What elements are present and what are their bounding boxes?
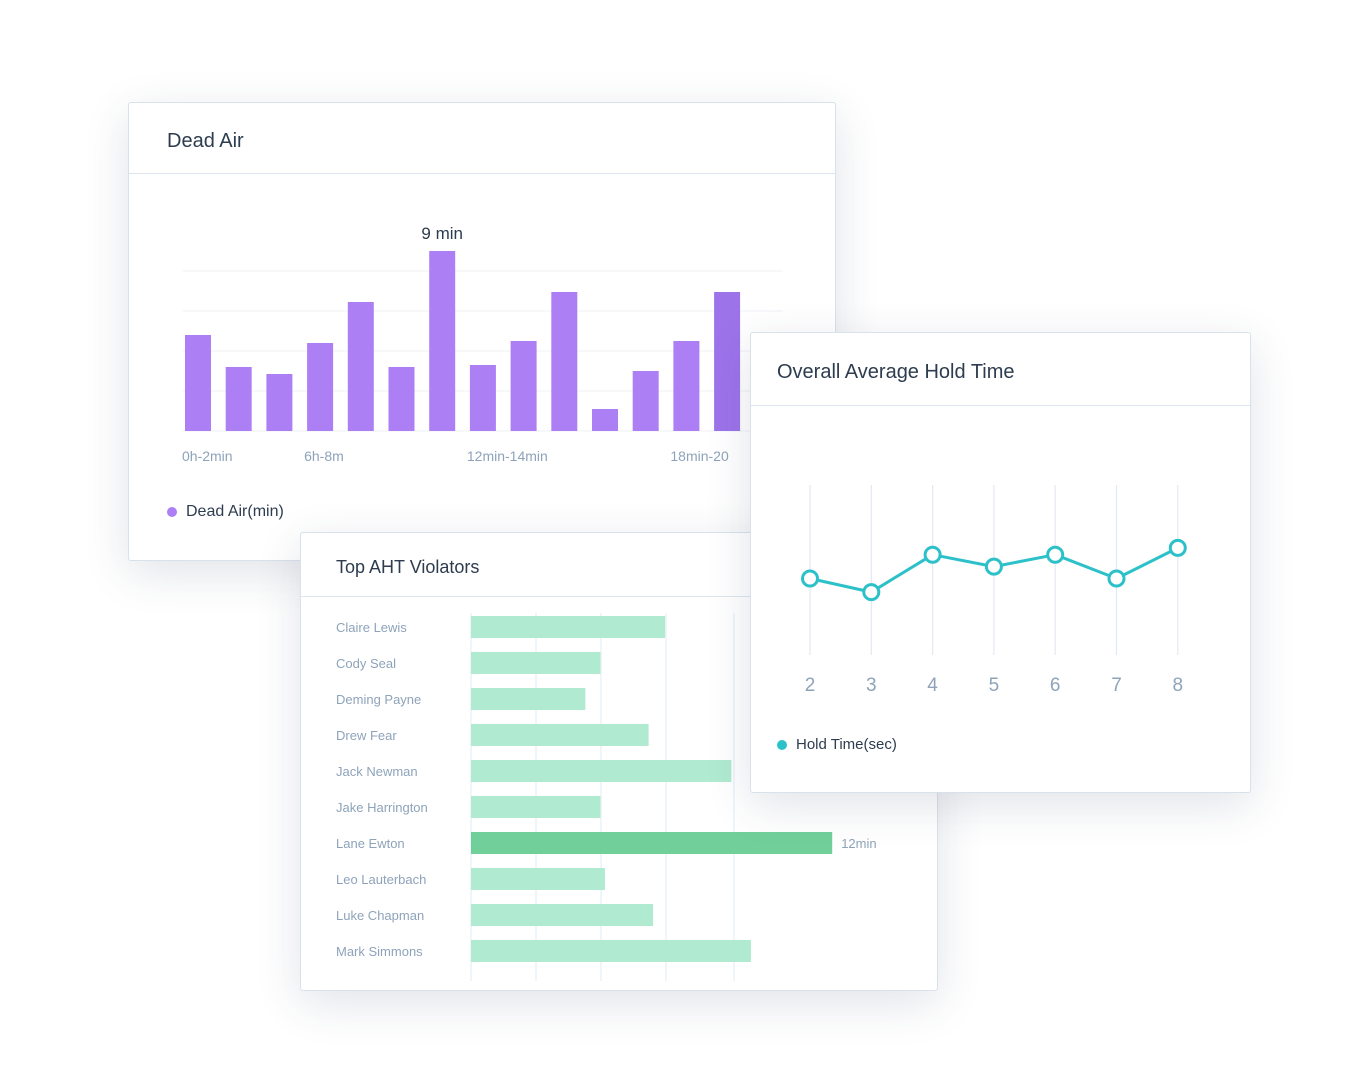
aht-bar	[471, 904, 654, 926]
dead-air-bar	[551, 292, 578, 431]
hold-time-divider	[751, 405, 1250, 406]
hold-time-chart: 2 3 4 5 6 7 8	[801, 485, 1187, 696]
aht-bar	[471, 868, 605, 890]
hold-time-card: Overall Average Hold Time 2 3 4 5 6 7 8 Hold T…	[750, 332, 1251, 793]
hold-time-legend-label: Hold Time(sec)	[796, 736, 897, 753]
aht-bar	[471, 796, 601, 818]
aht-row-label: Deming Payne	[336, 692, 421, 707]
aht-title: Top AHT Violators	[336, 557, 480, 577]
aht-bar	[471, 832, 833, 854]
dead-air-card: Dead Air 9 min 0h-2min 6h-8m 12min-14min 18m…	[128, 102, 836, 561]
dead-air-bar	[388, 367, 415, 431]
aht-row-label: Jack Newman	[336, 764, 418, 779]
dead-air-x-tick: 6h-8m	[304, 448, 344, 464]
aht-bar-value-label: 12min	[841, 836, 876, 851]
hold-time-point	[1168, 538, 1187, 557]
aht-row-label: Claire Lewis	[336, 620, 407, 635]
aht-bar	[471, 688, 586, 710]
aht-row-label: Jake Harrington	[336, 800, 428, 815]
aht-card: Top AHT Violators Claire Lewis Cody Seal D…	[300, 532, 938, 991]
aht-bar	[471, 724, 649, 746]
aht-row-label: Mark Simmons	[336, 944, 423, 959]
hold-time-legend-dot	[777, 739, 787, 750]
hold-time-point	[801, 569, 819, 588]
dead-air-bar	[185, 335, 211, 431]
aht-row-label: Cody Seal	[336, 656, 396, 671]
aht-row-label: Drew Fear	[336, 728, 397, 743]
dead-air-legend-label: Dead Air(min)	[186, 503, 284, 520]
dead-air-title: Dead Air	[167, 130, 244, 152]
dead-air-peak-label: 9 min	[421, 224, 463, 243]
aht-row-label: Luke Chapman	[336, 908, 424, 923]
hold-time-point	[923, 545, 942, 564]
dead-air-bar	[592, 409, 618, 431]
hold-time-point	[1107, 569, 1126, 588]
hold-time-title: Overall Average Hold Time	[777, 361, 1015, 383]
hold-time-x-tick: 2	[805, 675, 816, 696]
aht-row-label: Lane Ewton	[336, 836, 405, 851]
dead-air-divider	[129, 173, 835, 174]
dead-air-bar	[469, 365, 496, 431]
aht-bar	[471, 940, 751, 962]
dead-air-legend[interactable]: Dead Air(min)	[167, 503, 284, 521]
hold-time-x-tick: 5	[989, 675, 1000, 696]
dead-air-x-tick: 0h-2min	[182, 448, 233, 464]
dead-air-x-tick: 12min-14min	[467, 448, 548, 464]
hold-time-x-tick: 3	[866, 675, 877, 696]
dead-air-chart: 9 min 0h-2min 6h-8m 12min-14min 18min-20	[182, 224, 783, 464]
aht-bar	[471, 760, 732, 782]
aht-bar	[471, 652, 601, 674]
dead-air-bar	[673, 341, 700, 431]
dead-air-bar	[429, 251, 456, 431]
hold-time-point	[1046, 545, 1065, 564]
dead-air-bar	[714, 292, 741, 431]
hold-time-x-tick: 4	[927, 675, 938, 696]
aht-row-label: Leo Lauterbach	[336, 872, 426, 887]
aht-bar	[471, 616, 666, 638]
hold-time-x-tick: 6	[1050, 675, 1061, 696]
dead-air-bar	[307, 343, 334, 431]
aht-chart: Claire Lewis Cody Seal Deming Payne Drew Fe…	[336, 613, 877, 981]
hold-time-x-tick: 8	[1173, 675, 1184, 696]
hold-time-point	[984, 557, 1003, 576]
dead-air-bar	[266, 374, 293, 431]
dead-air-bar	[510, 341, 537, 431]
dead-air-bar	[347, 302, 374, 431]
aht-divider	[301, 596, 937, 597]
hold-time-x-tick: 7	[1111, 675, 1122, 696]
dead-air-x-tick: 18min-20	[670, 448, 729, 464]
dead-air-legend-dot	[167, 507, 177, 517]
dead-air-bar	[632, 371, 659, 431]
hold-time-point	[862, 583, 881, 602]
hold-time-legend[interactable]: Hold Time(sec)	[777, 736, 897, 753]
dead-air-bar	[225, 367, 252, 431]
